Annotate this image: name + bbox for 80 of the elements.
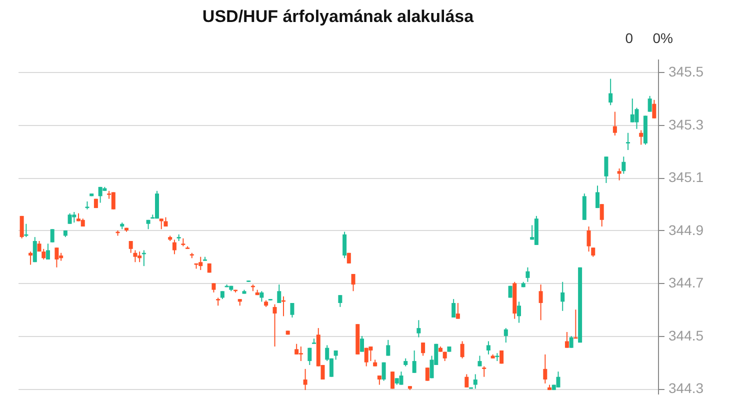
candlestick — [456, 302, 460, 320]
y-tick-label: 344.3 — [668, 380, 704, 396]
candlestick — [294, 343, 299, 355]
candlestick — [364, 347, 368, 367]
candlestick — [390, 371, 395, 390]
candlestick — [586, 226, 591, 252]
candlestick — [32, 236, 37, 263]
chart-title: USD/HUF árfolyamának alakulása — [202, 7, 474, 26]
y-tick-label: 345.1 — [668, 169, 704, 186]
candlestick — [504, 328, 508, 344]
candlestick — [212, 282, 216, 293]
candlestick — [626, 132, 630, 151]
candlestick — [303, 368, 308, 391]
candlestick — [412, 350, 416, 374]
candlestick — [516, 301, 521, 324]
candlestick — [425, 367, 430, 382]
candlestick — [564, 332, 569, 348]
candlestick — [28, 251, 33, 266]
candlestick — [416, 320, 421, 338]
candlestick — [473, 374, 478, 390]
y-tick-label: 345.5 — [668, 64, 704, 80]
candlestick — [50, 228, 54, 243]
y-tick-label: 345.3 — [668, 116, 704, 132]
candlestick — [46, 243, 50, 260]
candlestick — [556, 371, 560, 388]
candlestick — [486, 340, 490, 355]
candlestick — [159, 218, 164, 230]
candlestick — [639, 130, 644, 146]
candlestick — [543, 354, 548, 384]
candlestick — [260, 290, 264, 302]
candlestick — [68, 212, 72, 224]
candlestick — [308, 347, 312, 366]
candlestick — [652, 99, 656, 119]
candlestick — [538, 284, 543, 321]
candlestick — [198, 256, 203, 271]
y-tick-label: 344.7 — [668, 274, 704, 291]
candlestick — [569, 335, 574, 348]
candlestick — [133, 250, 138, 263]
candlestick — [111, 192, 116, 210]
candlestick — [460, 340, 464, 359]
candlestick — [595, 185, 600, 209]
candlestick — [368, 346, 373, 362]
candlestick — [20, 215, 24, 239]
candlestick — [360, 335, 364, 352]
candlestick — [342, 231, 347, 259]
candlestick — [54, 247, 59, 268]
candlestick — [560, 281, 565, 312]
candlestick — [478, 355, 482, 367]
candlestick — [452, 298, 456, 318]
candlestick — [612, 111, 617, 136]
candlestick — [622, 156, 626, 174]
candlestick — [648, 95, 652, 112]
candlestick — [298, 346, 303, 362]
candlestick — [377, 375, 382, 386]
candlestick — [604, 156, 608, 184]
candlestick — [338, 294, 342, 308]
candlestick — [399, 371, 404, 386]
text: 0 — [625, 30, 634, 46]
candlestick — [582, 193, 586, 220]
candlestick — [600, 204, 604, 227]
candlestick — [482, 366, 486, 378]
candlestick — [421, 342, 426, 356]
candlestick — [277, 284, 282, 304]
y-tick-label: 344.5 — [668, 327, 704, 344]
candlestick — [290, 302, 294, 318]
candlestick — [72, 211, 76, 224]
candlestick — [128, 240, 133, 254]
candlestick — [608, 78, 613, 106]
candlestick — [386, 339, 390, 356]
candlestick — [617, 168, 622, 181]
candlestick — [272, 304, 277, 348]
candlestick — [172, 239, 176, 255]
y-tick-label: 344.9 — [668, 222, 704, 238]
candlestick — [351, 273, 356, 292]
candlestick — [526, 266, 530, 282]
text: 0% — [652, 30, 673, 46]
candlestick — [98, 186, 102, 204]
candlestick — [464, 374, 469, 388]
candlestick — [630, 98, 634, 123]
candlestick — [382, 362, 386, 382]
